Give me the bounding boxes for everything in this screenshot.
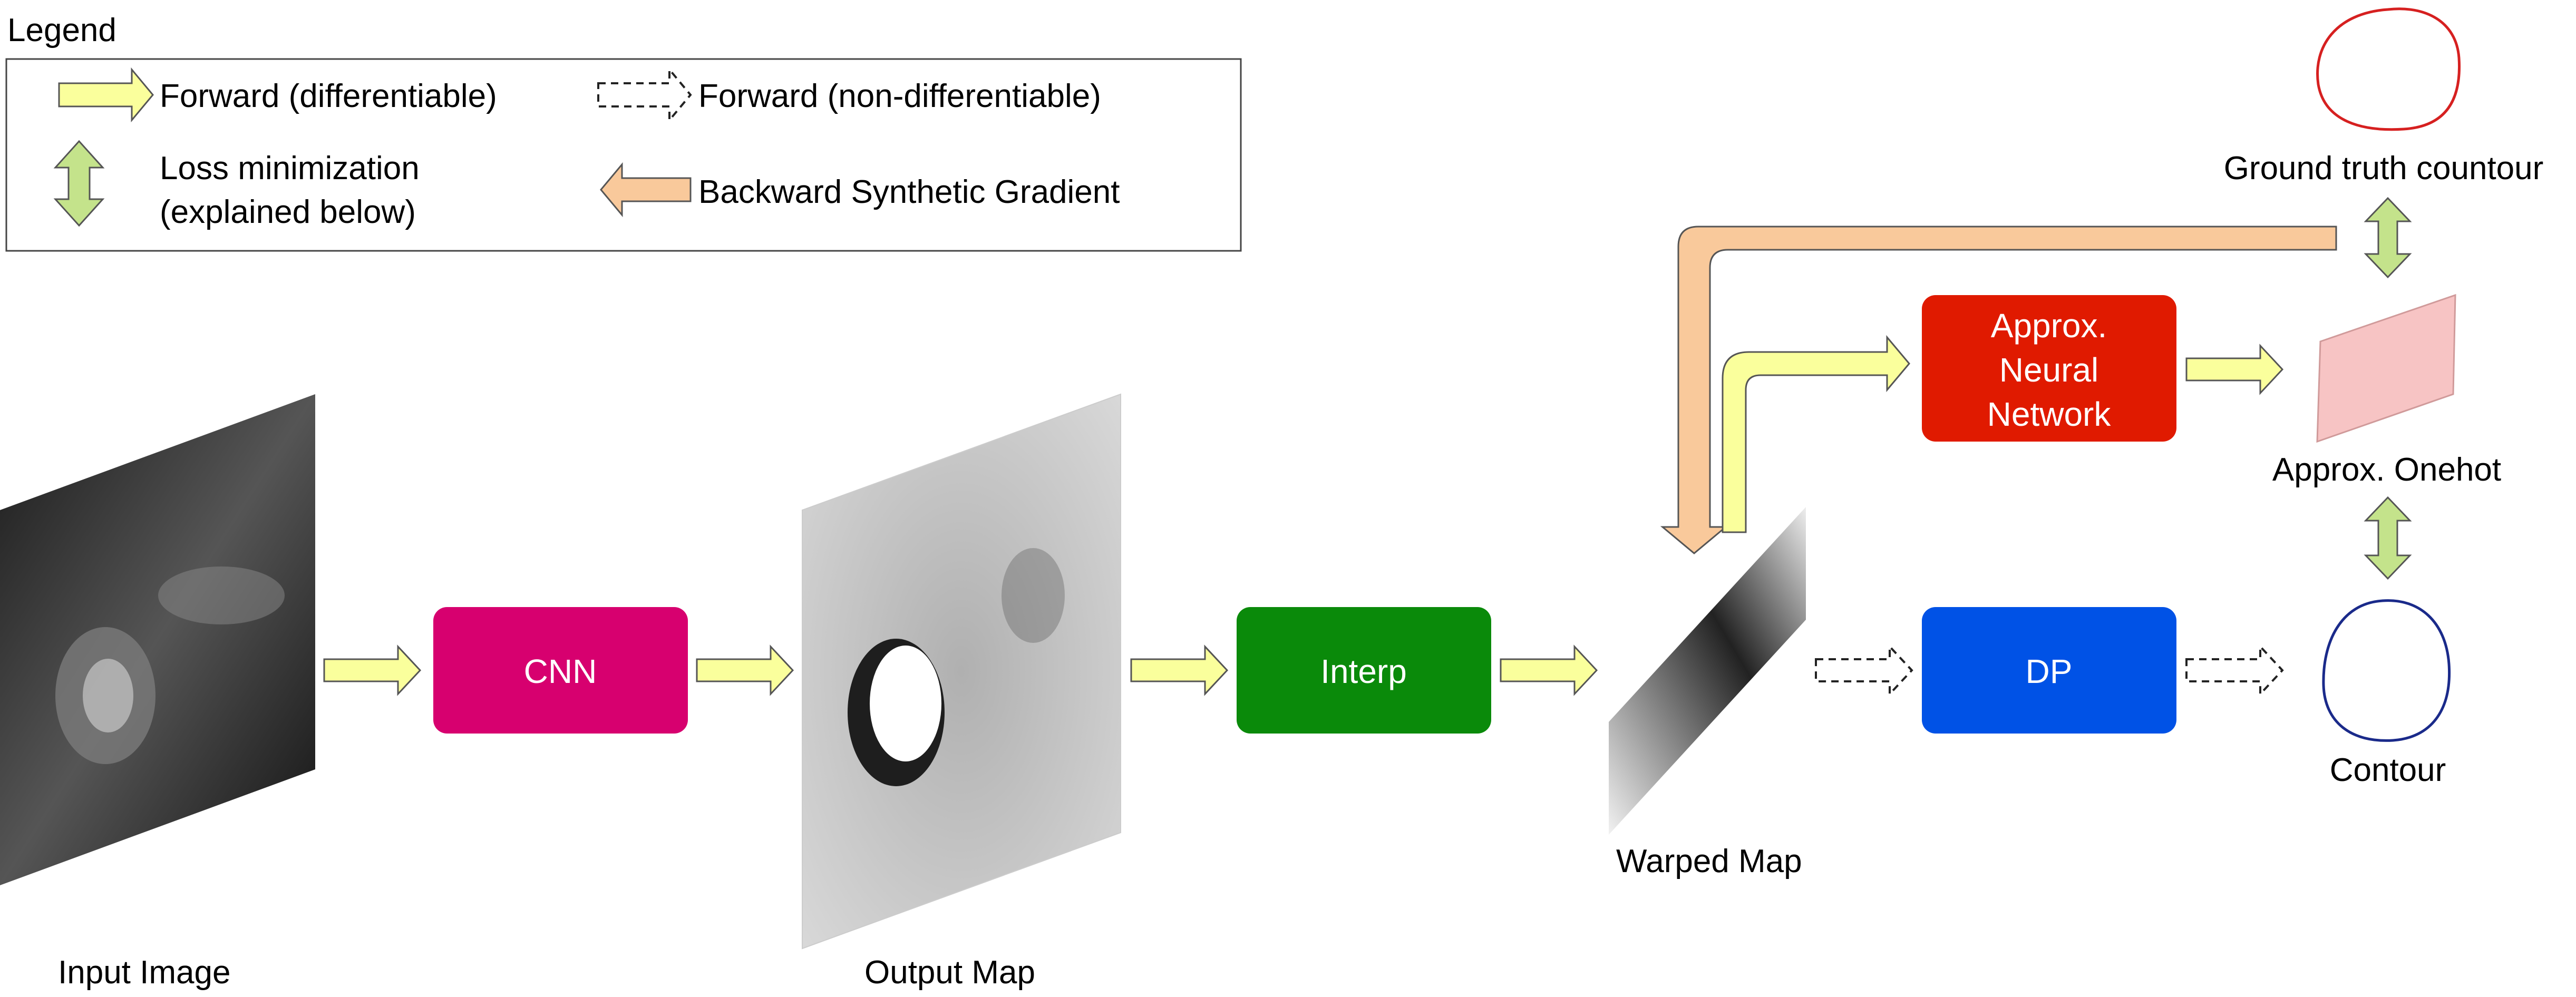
- forward-nondifferentiable-arrow-icon: [597, 66, 692, 123]
- interp-stage: Interp: [1130, 607, 1598, 734]
- output-map-bright-core: [870, 646, 941, 761]
- input-image-label: Input Image: [58, 954, 230, 991]
- ground-truth-label: Ground truth countour: [2224, 150, 2544, 187]
- legend-backward-label: Backward Synthetic Gradient: [698, 174, 1120, 210]
- dp-stage: DP: [1815, 607, 2284, 734]
- input-mri-tissue: [158, 566, 285, 624]
- legend-forward-nondiff-label: Forward (non-differentiable): [698, 78, 1101, 114]
- arrow-warped-to-approx-nn: [1722, 335, 1910, 533]
- legend-loss-label-line2: (explained below): [160, 194, 416, 230]
- approx-onehot-shape: [2316, 294, 2456, 443]
- dp-block-label: DP: [2026, 652, 2073, 690]
- ground-truth-group: Ground truth countour: [2224, 7, 2544, 187]
- arrow-warped-to-dp: [1815, 643, 1913, 697]
- loss-arrow-gt-onehot: [2364, 197, 2412, 279]
- input-mri-ventricle: [83, 659, 133, 732]
- forward-differentiable-arrow-icon: [58, 67, 154, 123]
- arrow-approx-nn-to-onehot: [2185, 344, 2284, 395]
- warped-map-label: Warped Map: [1616, 843, 1802, 879]
- approx-onehot-label: Approx. Onehot: [2272, 452, 2501, 488]
- approx-nn-label-line1: Approx.: [1991, 307, 2107, 345]
- backward-gradient-arrow: [1660, 226, 2337, 554]
- legend-forward-diff-label: Forward (differentiable): [160, 78, 497, 114]
- approx-nn-stage: Approx. Neural Network: [1722, 295, 2284, 533]
- interp-block-label: Interp: [1320, 652, 1407, 690]
- interp-block: [1237, 607, 1491, 734]
- legend: Legend Forward (differentiable) Forward …: [5, 12, 1242, 252]
- approx-nn-label-line3: Network: [1987, 395, 2112, 433]
- contour-group: Contour: [2322, 599, 2451, 788]
- legend-title: Legend: [7, 12, 116, 48]
- input-mri-slice: [0, 394, 315, 885]
- arrow-input-to-cnn: [323, 644, 422, 696]
- output-map-label: Output Map: [864, 954, 1035, 991]
- output-map: Output Map: [802, 393, 1121, 991]
- approx-nn-label-line2: Neural: [1999, 351, 2099, 389]
- approx-nn-block: [1922, 295, 2176, 442]
- arrow-interp-to-warped: [1500, 644, 1598, 696]
- warped-map-image: [1609, 507, 1806, 835]
- arrow-cnn-to-output: [696, 644, 794, 696]
- cnn-stage: CNN: [323, 607, 794, 734]
- loss-minimization-arrow-icon: [53, 140, 105, 227]
- loss-arrow-onehot-contour: [2364, 496, 2412, 580]
- ground-truth-contour-shape: [2316, 7, 2461, 131]
- arrow-output-to-interp: [1130, 644, 1229, 696]
- contour-shape: [2322, 599, 2451, 742]
- approx-onehot-group: Approx. Onehot: [2272, 294, 2501, 488]
- backward-gradient-arrow-icon: [600, 162, 692, 218]
- contour-label: Contour: [2330, 752, 2446, 788]
- input-image: Input Image: [0, 394, 315, 991]
- warped-map: Warped Map: [1609, 507, 1806, 879]
- cnn-block-label: CNN: [524, 652, 597, 690]
- dp-block: [1922, 607, 2176, 734]
- backward-gradient-path: [1660, 226, 2337, 554]
- cnn-block: [433, 607, 688, 734]
- output-map-image: [802, 393, 1121, 950]
- output-map-texture: [1002, 548, 1065, 643]
- legend-loss-label-line1: Loss minimization: [160, 150, 420, 187]
- arrow-dp-to-contour: [2185, 643, 2284, 697]
